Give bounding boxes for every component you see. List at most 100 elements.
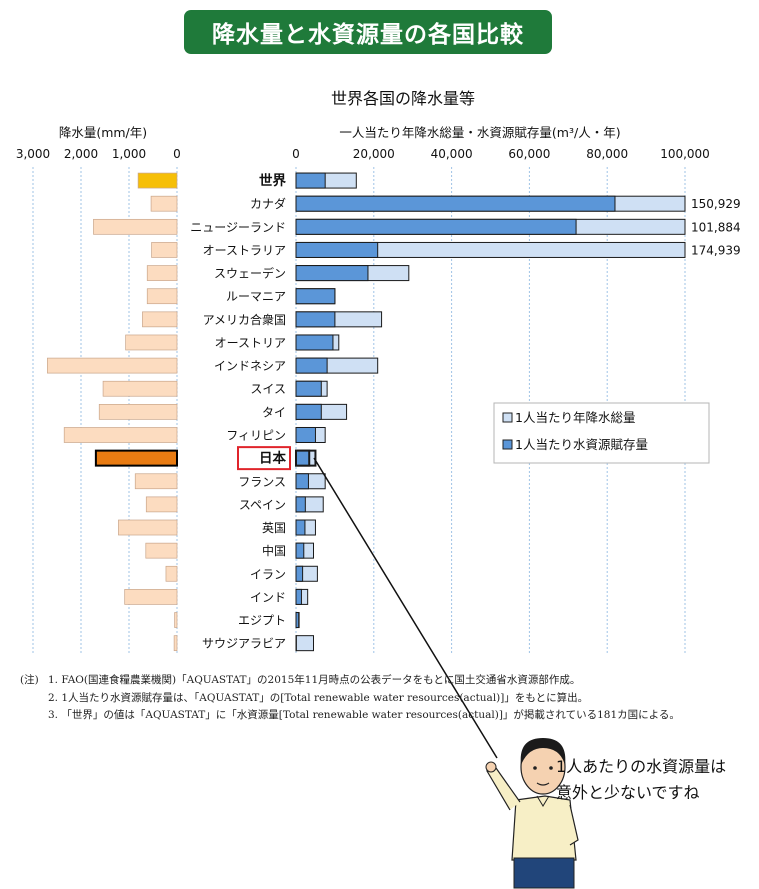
water-resource-per-capita-bar bbox=[295, 288, 336, 305]
category-label: 世界 bbox=[259, 172, 286, 189]
legend-swatch-water bbox=[502, 439, 513, 450]
precipitation-bar bbox=[47, 357, 178, 374]
legend-box bbox=[493, 402, 710, 464]
overflow-value-label: 150,929 bbox=[691, 197, 741, 211]
right-tick-label: 100,000 bbox=[660, 147, 710, 161]
water-resource-per-capita-bar bbox=[295, 473, 309, 490]
presenter-hair bbox=[520, 738, 566, 765]
water-resource-per-capita-bar bbox=[295, 172, 326, 189]
precipitation-bar bbox=[151, 242, 178, 258]
speech-line-1: 1人あたりの水資源量は bbox=[556, 757, 727, 776]
precipitation-bar bbox=[142, 311, 178, 328]
right-tick-label: 60,000 bbox=[508, 147, 550, 161]
water-resource-per-capita-bar bbox=[295, 218, 577, 235]
water-resource-per-capita-bar bbox=[295, 588, 302, 605]
rainfall-per-capita-bar bbox=[295, 635, 315, 652]
legend-label-rainfall: 1人当たり年降水総量 bbox=[515, 410, 635, 425]
precipitation-bar bbox=[146, 288, 178, 305]
water-resource-per-capita-bar bbox=[295, 195, 616, 212]
precipitation-bar bbox=[124, 589, 178, 605]
category-label: 日本 bbox=[259, 450, 286, 467]
category-label: サウジアラビア bbox=[202, 637, 286, 651]
water-resource-per-capita-bar bbox=[295, 311, 336, 328]
category-label: カナダ bbox=[250, 196, 286, 211]
presenter-eye-left bbox=[533, 766, 537, 770]
note-1: 1. FAO(国連食糧農業機関)「AQUASTAT」の2015年11月時点の公表… bbox=[48, 674, 581, 686]
precipitation-bar bbox=[93, 218, 178, 235]
precipitation-bar bbox=[118, 519, 178, 536]
category-label: インドネシア bbox=[214, 359, 286, 373]
category-label: タイ bbox=[262, 405, 286, 419]
left-tick-label: 3,000 bbox=[16, 147, 50, 161]
category-label: アメリカ合衆国 bbox=[203, 312, 286, 327]
precipitation-bar bbox=[98, 404, 178, 420]
presenter-eye-right bbox=[549, 766, 553, 770]
precipitation-bar bbox=[102, 380, 178, 397]
category-label: 中国 bbox=[262, 543, 286, 558]
water-resource-per-capita-bar bbox=[295, 426, 316, 443]
right-tick-label: 80,000 bbox=[586, 147, 628, 161]
left-axis-label: 降水量(mm/年) bbox=[59, 125, 147, 140]
japan-highlight-box bbox=[237, 446, 291, 471]
legend-label-water: 1人当たり水資源賦存量 bbox=[515, 437, 648, 452]
left-tick-label: 1,000 bbox=[112, 147, 146, 161]
precipitation-bar bbox=[94, 449, 178, 467]
category-label: スペイン bbox=[239, 498, 286, 512]
category-label: フィリピン bbox=[226, 428, 286, 442]
category-label: インド bbox=[250, 590, 286, 604]
overflow-value-label: 101,884 bbox=[691, 220, 741, 234]
pointer-stick bbox=[313, 457, 498, 759]
water-resource-per-capita-bar bbox=[295, 496, 306, 513]
category-label: スイス bbox=[250, 382, 286, 396]
right-tick-label: 20,000 bbox=[353, 147, 395, 161]
page-banner: 降水量と水資源量の各国比較 bbox=[184, 10, 552, 54]
precipitation-bar bbox=[173, 635, 178, 652]
presenter-hand bbox=[485, 761, 497, 773]
left-tick-label: 2,000 bbox=[64, 147, 98, 161]
presenter-mouth bbox=[536, 782, 550, 786]
precipitation-bar bbox=[165, 565, 178, 582]
water-resource-per-capita-bar bbox=[295, 357, 328, 374]
speech-text: 1人あたりの水資源量は 意外と少ないですね bbox=[556, 754, 726, 806]
speech-line-2: 意外と少ないですね bbox=[556, 783, 700, 802]
water-resource-per-capita-bar bbox=[295, 565, 304, 582]
precipitation-bar bbox=[134, 473, 178, 490]
category-label: ニュージーランド bbox=[190, 220, 286, 234]
water-resource-per-capita-bar bbox=[295, 380, 322, 397]
category-label: ルーマニア bbox=[226, 290, 286, 304]
legend-swatch-rainfall bbox=[502, 412, 513, 423]
notes-prefix: (注) bbox=[20, 674, 39, 686]
right-axis-label: 一人当たり年降水総量・水資源賦存量(m³/人・年) bbox=[339, 125, 620, 140]
precipitation-bar bbox=[137, 172, 178, 189]
category-label: エジプト bbox=[238, 614, 286, 628]
precipitation-bar bbox=[63, 427, 178, 443]
left-tick-label: 0 bbox=[173, 147, 181, 161]
right-tick-label: 0 bbox=[292, 147, 300, 161]
water-resource-per-capita-bar bbox=[295, 334, 334, 351]
precipitation-bar bbox=[125, 334, 178, 351]
precipitation-bar bbox=[145, 496, 178, 513]
precipitation-bar bbox=[150, 195, 178, 212]
water-resource-per-capita-bar bbox=[295, 612, 300, 629]
precipitation-bar bbox=[145, 542, 178, 559]
category-label: フランス bbox=[238, 475, 286, 489]
water-resource-per-capita-bar bbox=[295, 265, 369, 282]
presenter-collar bbox=[536, 795, 550, 807]
water-resource-per-capita-bar bbox=[295, 519, 306, 536]
chart-title: 世界各国の降水量等 bbox=[331, 89, 475, 108]
precipitation-bar bbox=[174, 612, 178, 628]
water-resource-per-capita-bar bbox=[295, 542, 305, 559]
presenter-arm-raised bbox=[486, 767, 521, 811]
water-resource-per-capita-bar bbox=[295, 403, 322, 420]
water-resource-per-capita-bar bbox=[295, 241, 379, 258]
note-2: 2. 1人当たり水資源賦存量は、「AQUASTAT」の[Total renewa… bbox=[48, 692, 589, 704]
overflow-value-label: 174,939 bbox=[691, 243, 741, 257]
category-label: イラン bbox=[250, 567, 286, 581]
category-label: オーストラリア bbox=[203, 243, 286, 257]
note-3: 3. 「世界」の値は「AQUASTAT」に「水資源量[Total renewab… bbox=[48, 709, 680, 721]
precipitation-bar bbox=[146, 265, 178, 281]
category-label: 英国 bbox=[262, 521, 286, 535]
presenter-arm-down bbox=[569, 804, 579, 846]
right-tick-label: 40,000 bbox=[431, 147, 473, 161]
